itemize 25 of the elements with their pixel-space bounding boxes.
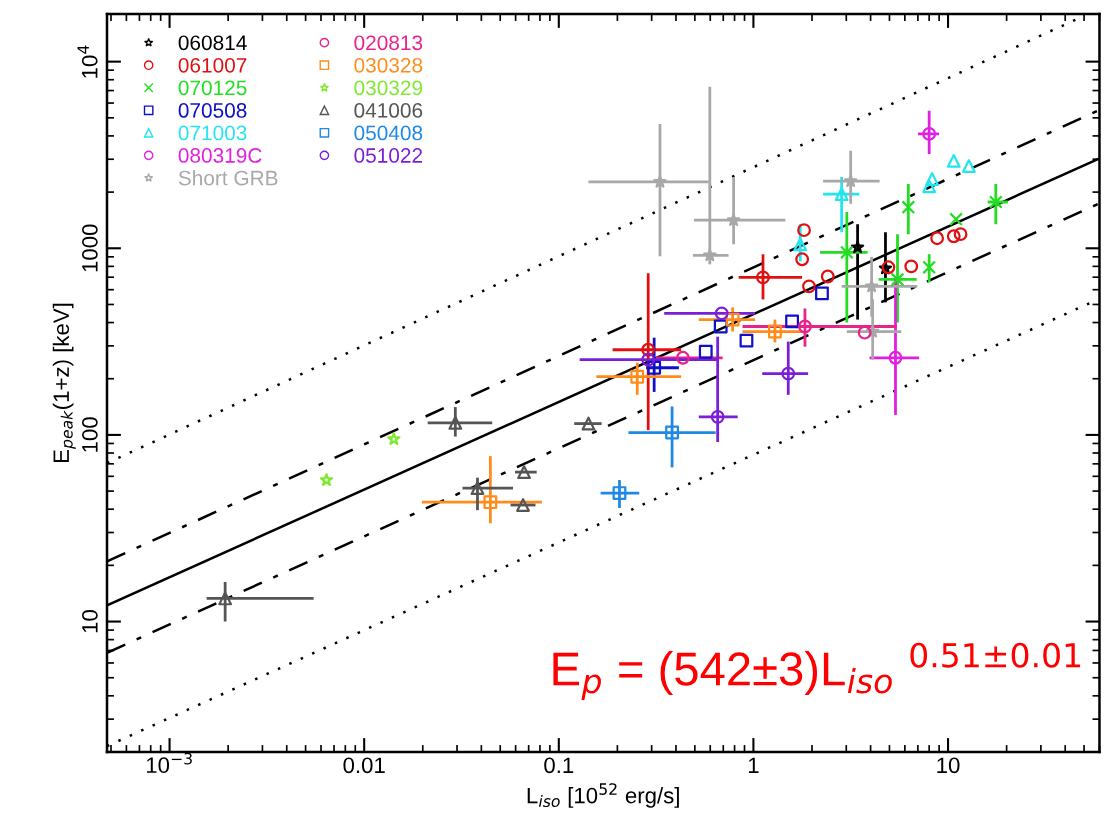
y-tick-label: 10 <box>82 610 98 633</box>
legend-label: Short GRB <box>178 170 278 186</box>
x-tick-label: 10$^{−3}$ <box>146 752 192 774</box>
annotation: E$_{p}$ = (542±3)L$_{iso}$ $^{0.51±0.01}$ <box>553 642 1081 700</box>
y-tick-label: 10$^{4}$ <box>77 45 98 78</box>
legend-label: 020813 <box>354 35 423 51</box>
legend-label: 051022 <box>354 148 423 163</box>
y-tick-label: 100 <box>82 417 98 452</box>
x-tick-label: 10 <box>937 757 960 774</box>
y-tick-label: 1000 <box>82 224 98 272</box>
legend-label: 071003 <box>178 125 247 141</box>
legend-label: 030329 <box>354 80 423 96</box>
legend-label: 030328 <box>354 57 423 73</box>
legend-label: 041006 <box>354 103 423 118</box>
legend-label: 070508 <box>178 103 247 118</box>
x-axis-title: L$_{iso}$ [10$^{52}$ erg/s] <box>527 783 679 808</box>
x-tick-label: 0.01 <box>343 757 385 774</box>
x-tick-label: 1 <box>748 757 759 773</box>
legend-label: 060814 <box>178 35 247 51</box>
x-tick-label: 0.1 <box>544 757 574 774</box>
legend-label: 061007 <box>178 57 247 73</box>
legend-label: 070125 <box>178 80 247 96</box>
legend-label: 050408 <box>354 125 423 141</box>
legend-label: 080319C <box>178 148 262 163</box>
y-axis-title: E$_{peak}$(1+z) [keV] <box>52 303 76 463</box>
